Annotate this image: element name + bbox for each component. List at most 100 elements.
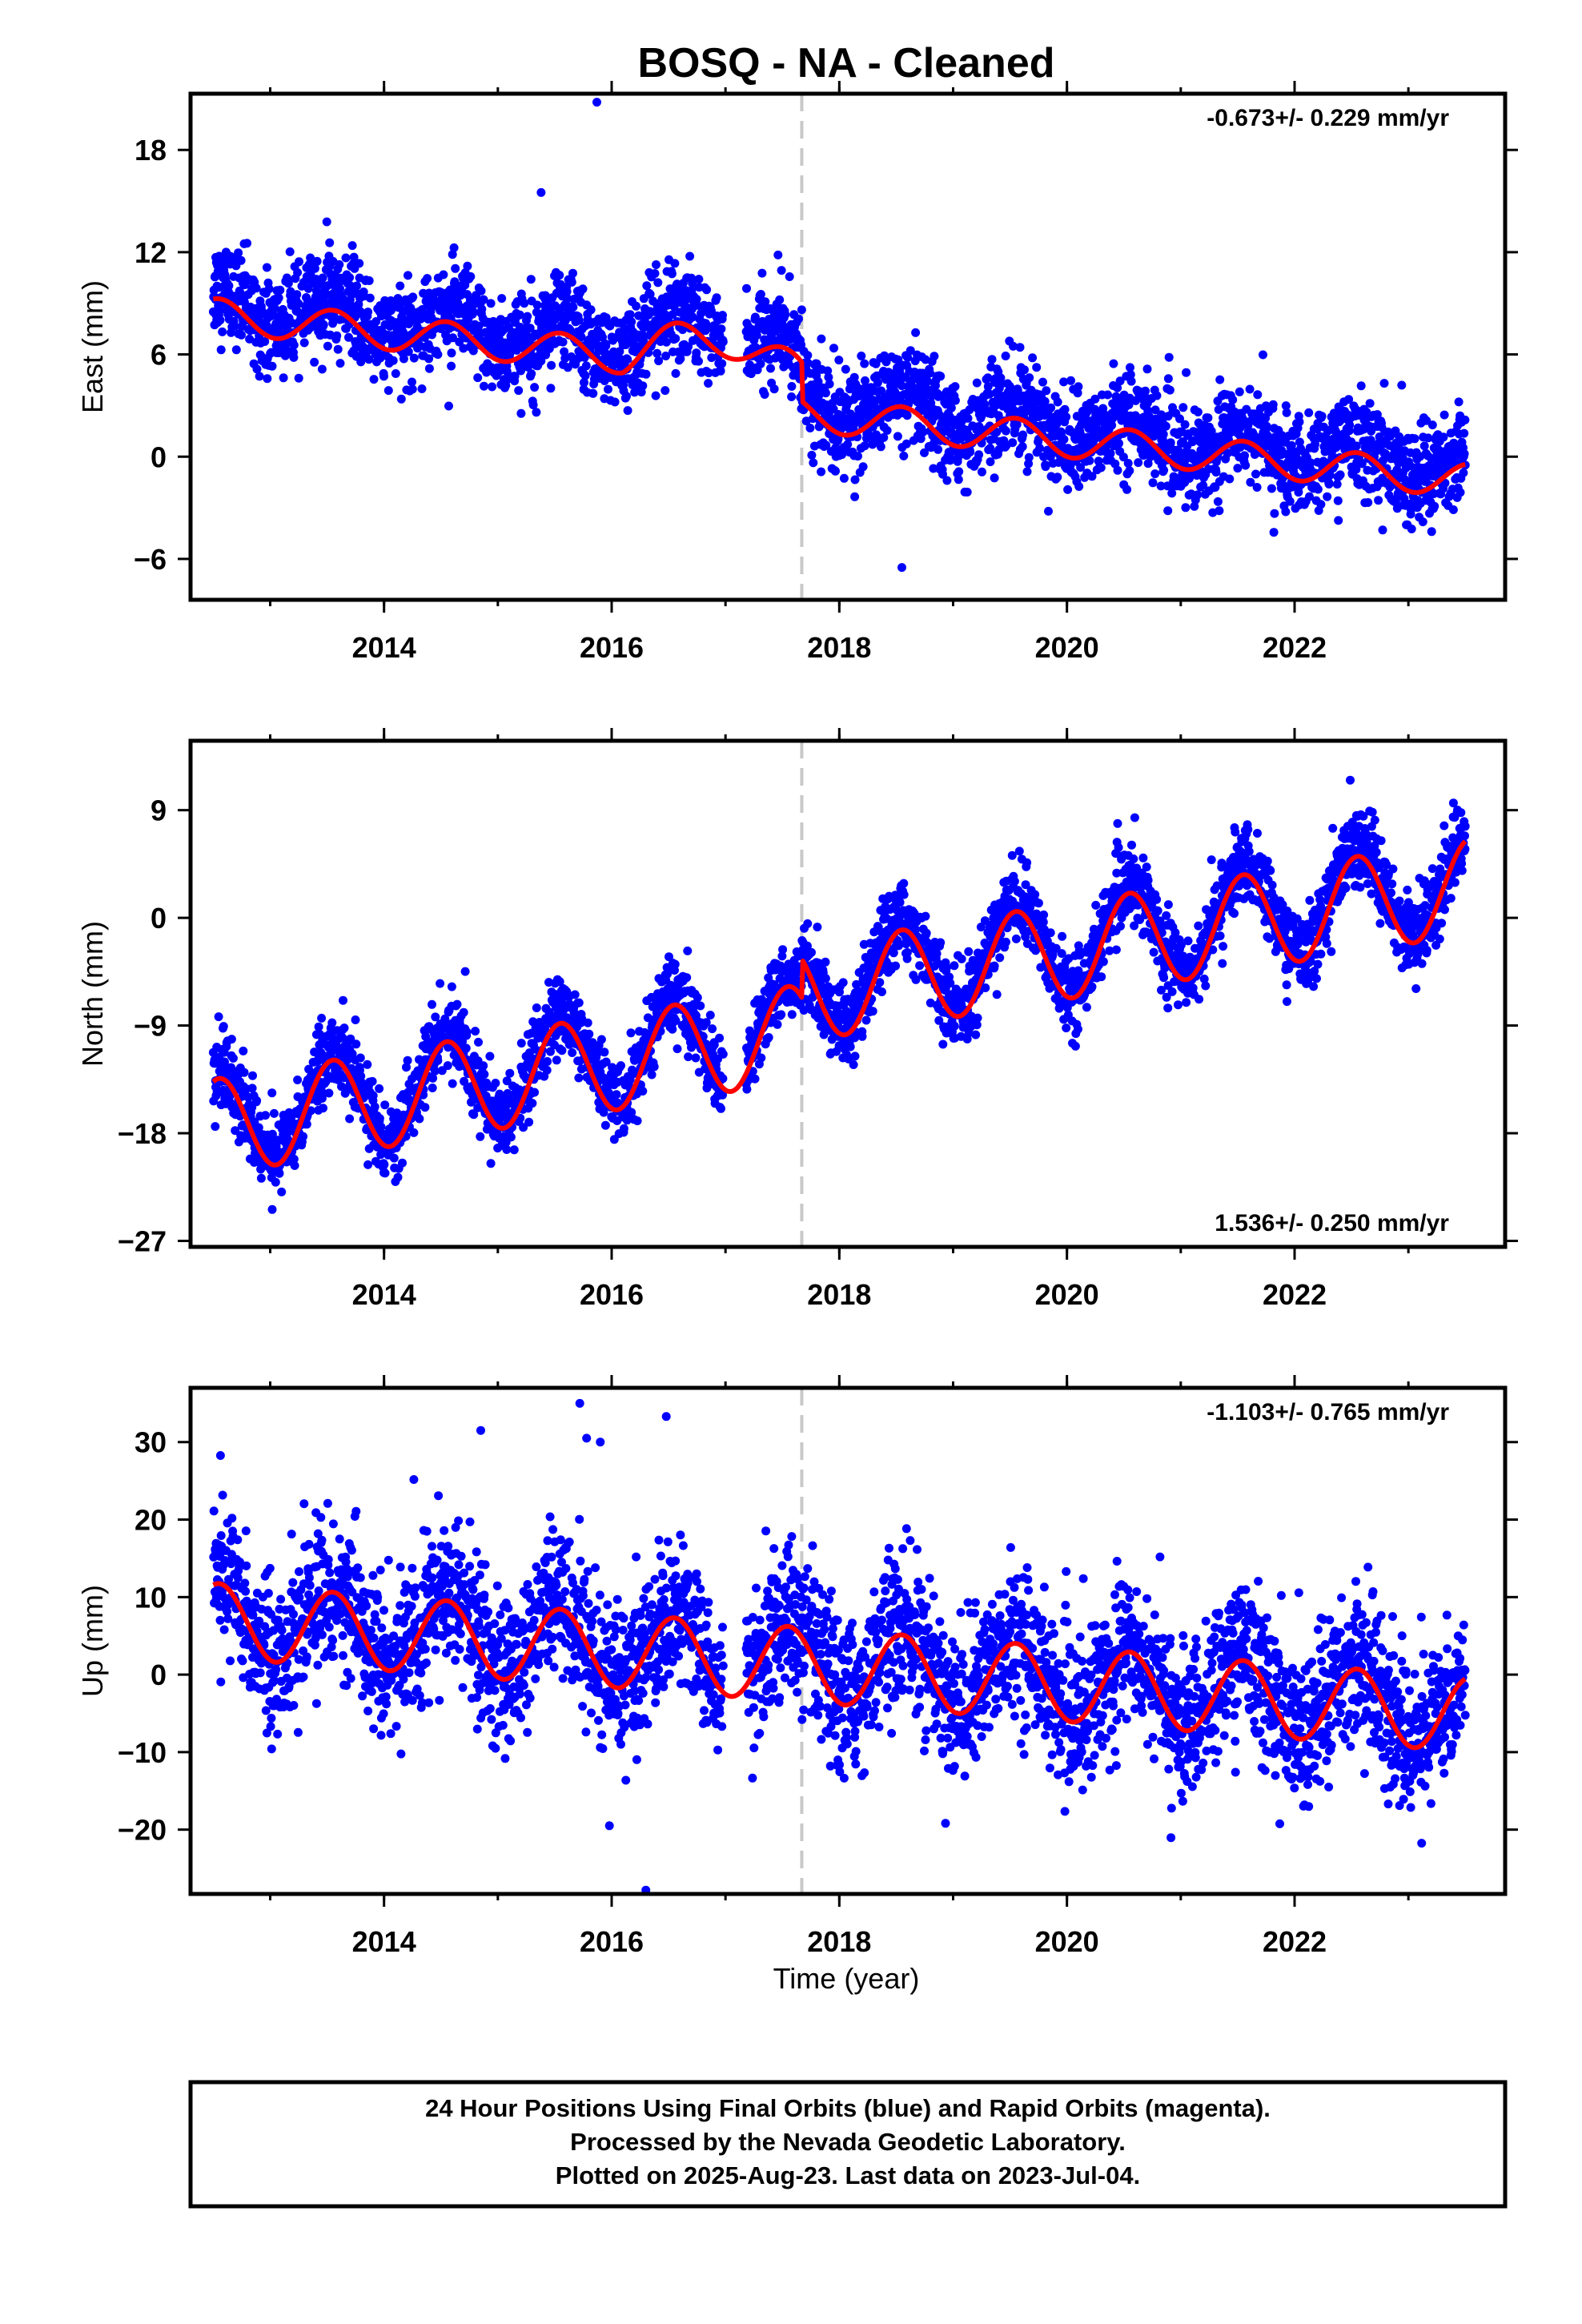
data-point (986, 457, 995, 467)
data-point (702, 285, 712, 295)
data-point (691, 1053, 701, 1063)
data-point (1306, 458, 1315, 468)
data-point (787, 392, 797, 401)
data-point (1285, 497, 1295, 506)
data-point (1430, 501, 1439, 511)
data-point (546, 384, 556, 393)
data-point (1270, 509, 1279, 518)
data-point (364, 276, 374, 285)
data-point (578, 284, 588, 294)
data-point (1375, 432, 1384, 441)
data-point (218, 327, 227, 336)
data-point (669, 302, 679, 312)
data-point (310, 263, 319, 273)
data-point (950, 396, 960, 405)
data-point (1325, 470, 1335, 480)
data-point (1225, 474, 1235, 484)
data-points (208, 775, 1470, 1214)
data-point (1122, 485, 1132, 494)
data-point (584, 1029, 594, 1039)
data-point (315, 301, 325, 311)
data-point (443, 1061, 452, 1071)
data-point (516, 1039, 526, 1048)
data-point (1109, 359, 1118, 368)
data-point (1124, 400, 1134, 409)
data-point (1268, 400, 1278, 409)
data-point (375, 1114, 384, 1124)
data-point (574, 1073, 584, 1083)
data-point (252, 1096, 262, 1105)
data-point (345, 273, 355, 283)
data-point (480, 1070, 489, 1079)
data-point (408, 292, 418, 302)
data-point (409, 353, 419, 363)
data-point (294, 299, 303, 308)
data-point (279, 373, 288, 383)
data-point (248, 1071, 257, 1080)
data-point (696, 1001, 705, 1011)
data-point (929, 464, 938, 473)
data-point (853, 452, 862, 461)
data-point (396, 394, 406, 404)
data-point (813, 376, 823, 386)
data-point (275, 1168, 284, 1178)
data-point (920, 448, 929, 457)
data-point (1113, 383, 1122, 392)
data-point (1357, 459, 1367, 468)
data-point (632, 301, 641, 311)
data-point (1175, 414, 1184, 424)
data-point (972, 378, 982, 388)
data-point (705, 1011, 715, 1020)
data-point (1456, 488, 1465, 497)
data-point (684, 342, 693, 352)
data-point (285, 247, 295, 256)
data-point (471, 1027, 480, 1036)
data-point (294, 373, 303, 383)
data-point (1059, 377, 1069, 387)
data-point (391, 369, 400, 378)
data-point (274, 293, 283, 303)
data-point (299, 1132, 308, 1141)
data-point (1199, 480, 1208, 490)
data-point (1063, 485, 1073, 494)
data-point (1351, 464, 1361, 474)
data-point (688, 279, 697, 288)
data-point (261, 1111, 270, 1120)
data-point (310, 357, 319, 367)
data-point (473, 373, 483, 383)
data-point (619, 1124, 628, 1133)
data-point (1294, 488, 1303, 497)
data-point (586, 305, 596, 315)
data-point (787, 382, 797, 391)
data-point (516, 366, 525, 376)
data-point (645, 289, 655, 299)
data-point (638, 381, 648, 391)
data-point (1419, 441, 1429, 451)
data-point (563, 294, 572, 304)
data-point (1335, 470, 1345, 480)
data-point (380, 1168, 390, 1178)
data-point (1163, 374, 1173, 384)
data-point (694, 275, 704, 284)
data-point (510, 372, 520, 381)
data-point (761, 297, 770, 307)
data-point (231, 345, 241, 355)
data-point (1041, 460, 1050, 470)
data-point (775, 295, 785, 304)
data-point (304, 1064, 314, 1074)
data-point (332, 331, 342, 340)
data-point (234, 248, 243, 258)
data-point (502, 1145, 512, 1154)
y-tick-label: 6 (151, 339, 167, 372)
data-point (1060, 404, 1070, 414)
data-point (328, 319, 338, 328)
data-point (570, 990, 580, 999)
data-point (773, 250, 783, 259)
data-point (588, 388, 598, 398)
data-point (1166, 438, 1175, 448)
data-point (380, 1100, 390, 1110)
data-point (480, 381, 488, 391)
data-point (1379, 379, 1389, 388)
data-point (1074, 482, 1084, 491)
data-point (379, 1160, 389, 1169)
